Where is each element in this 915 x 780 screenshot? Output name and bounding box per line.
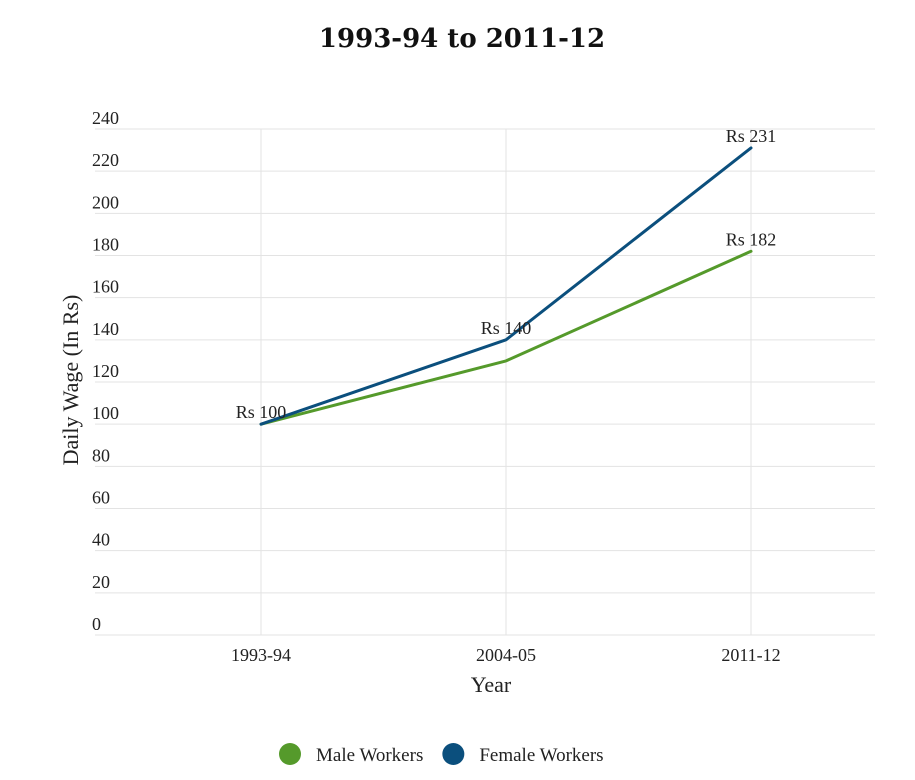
y-tick-label: 200 — [92, 192, 119, 212]
y-tick-label: 220 — [92, 150, 119, 170]
y-tick-label: 80 — [92, 445, 110, 465]
y-tick-label: 0 — [92, 614, 101, 634]
vertical-gridlines — [260, 129, 752, 635]
y-tick-label: 40 — [92, 530, 110, 550]
y-axis-ticks: 0 20 40 60 80 100 120 140 160 180 200 220 240 — [92, 108, 119, 634]
y-tick-label: 100 — [92, 403, 119, 423]
data-label: Rs 182 — [726, 229, 777, 249]
legend-label: Male Workers — [316, 745, 423, 766]
legend: Male Workers Female Workers — [279, 743, 604, 766]
y-axis-title: Daily Wage (In Rs) — [58, 295, 83, 466]
y-tick-label: 180 — [92, 235, 119, 255]
x-axis-title: Year — [471, 672, 512, 697]
legend-label: Female Workers — [479, 745, 603, 766]
y-tick-label: 140 — [92, 319, 119, 339]
series-lines — [259, 146, 753, 426]
data-label: Rs 140 — [481, 318, 532, 338]
chart-title: 1993-94 to 2011-12 — [319, 24, 605, 54]
y-tick-label: 240 — [92, 108, 119, 128]
x-axis-ticks: 1993-94 2004-05 2011-12 — [231, 645, 781, 665]
y-tick-label: 60 — [92, 488, 110, 508]
data-labels: Rs 100 Rs 140 Rs 231 Rs 182 — [236, 126, 777, 422]
x-tick-label: 1993-94 — [231, 645, 291, 665]
data-label: Rs 231 — [726, 126, 777, 146]
x-tick-label: 2004-05 — [476, 645, 536, 665]
legend-marker — [279, 743, 301, 765]
series-line-female-workers — [259, 146, 753, 426]
series-line-male-workers — [259, 249, 753, 426]
horizontal-gridlines — [95, 128, 875, 636]
data-label: Rs 100 — [236, 402, 287, 422]
y-tick-label: 160 — [92, 277, 119, 297]
y-tick-label: 120 — [92, 361, 119, 381]
y-tick-label: 20 — [92, 572, 110, 592]
legend-marker — [442, 743, 465, 765]
x-tick-label: 2011-12 — [721, 645, 780, 665]
